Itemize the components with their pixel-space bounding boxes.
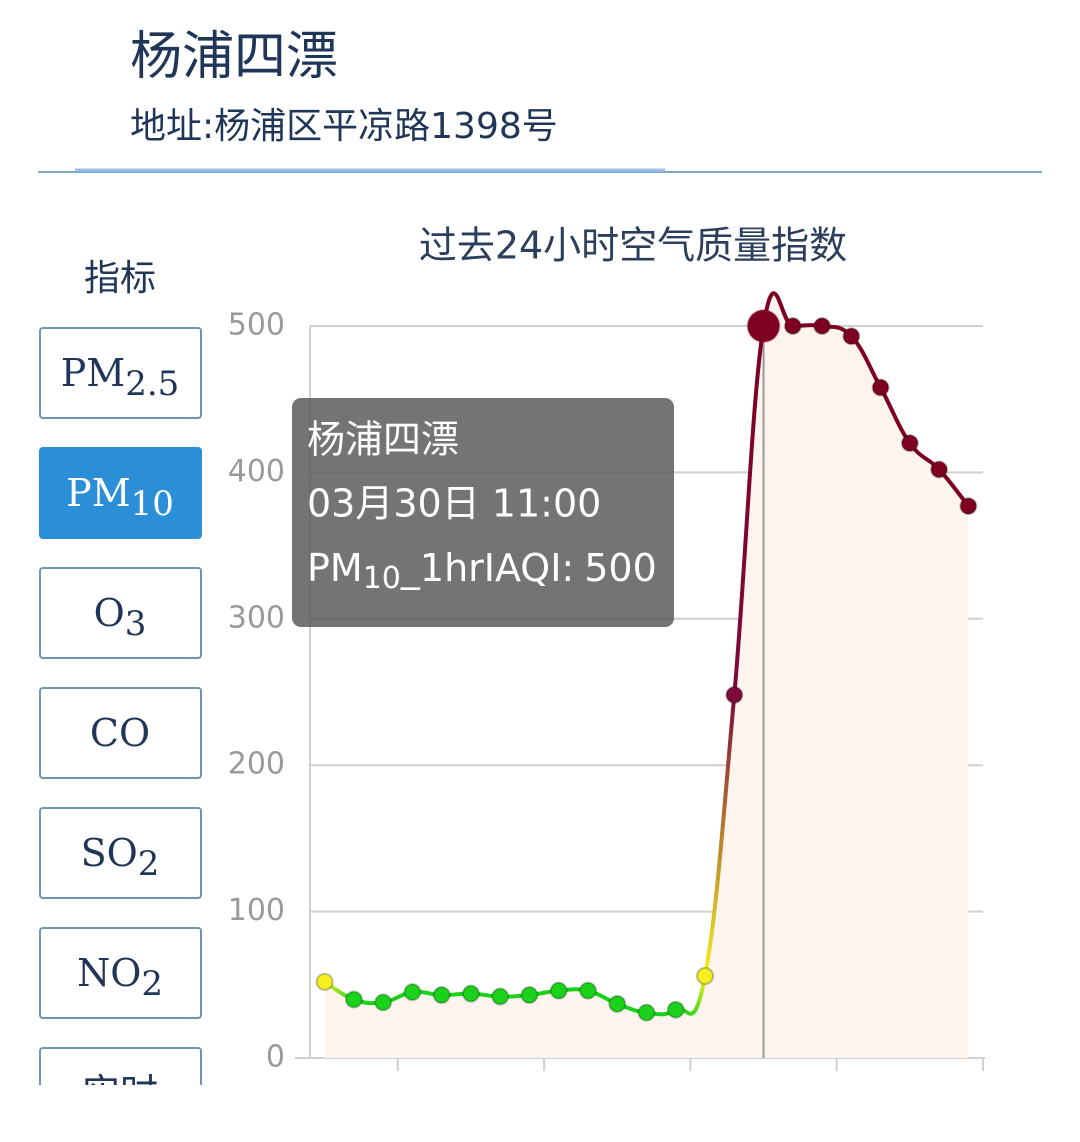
- y-tick-label: 400: [228, 454, 285, 489]
- button-subscript: 2: [141, 964, 163, 1004]
- tooltip-value-line: PM10_1hrIAQI: 500: [307, 546, 657, 596]
- data-point: [491, 987, 510, 1006]
- tooltip-subscript: 10: [363, 561, 401, 596]
- tooltip-box: [292, 398, 674, 627]
- button-text: O: [94, 591, 125, 635]
- data-point: [608, 994, 627, 1013]
- chart-title: 过去24小时空气质量指数: [419, 224, 847, 268]
- data-point: [666, 1000, 685, 1019]
- data-point: [461, 984, 480, 1003]
- button-text: SO: [81, 831, 138, 875]
- area: [324, 293, 969, 1058]
- sidebar-label: 指标: [84, 258, 156, 299]
- button-label: O3: [94, 591, 147, 645]
- button-label: PM10: [66, 471, 174, 525]
- data-point: [900, 434, 919, 453]
- button-label: 实时: [82, 1071, 158, 1115]
- button-text: 实时: [82, 1071, 158, 1115]
- tooltip-time: 03月30日 11:00: [307, 482, 601, 526]
- metric-button[interactable]: [39, 1047, 202, 1138]
- metric-button[interactable]: [39, 927, 202, 1019]
- button-subscript: 2.5: [125, 364, 179, 404]
- button-subscript: 10: [131, 484, 174, 524]
- button-label: PM2.5: [61, 351, 180, 405]
- data-point: [813, 317, 832, 335]
- button-text: PM: [66, 471, 130, 515]
- metric-button[interactable]: [39, 807, 202, 899]
- data-point: [696, 967, 715, 986]
- y-tick-label: 500: [228, 308, 285, 343]
- data-point: [725, 685, 744, 704]
- button-subscript: 3: [125, 604, 147, 644]
- y-tick-label: 0: [266, 1040, 285, 1075]
- metric-button[interactable]: [39, 567, 202, 659]
- station-address: 地址:杨浦区平凉路1398号: [130, 106, 558, 147]
- data-point: [637, 1003, 656, 1022]
- tooltip-label: PM: [307, 546, 363, 590]
- data-point: [842, 327, 861, 346]
- station-title: 杨浦四漂: [130, 27, 338, 87]
- metric-button[interactable]: [39, 687, 202, 779]
- y-tick-label: 100: [228, 893, 285, 928]
- data-point: [959, 497, 978, 516]
- button-text: CO: [90, 711, 150, 755]
- tooltip-label-rest: _1hrIAQI:: [400, 546, 574, 590]
- y-tick-label: 300: [228, 600, 285, 635]
- button-label: NO2: [77, 951, 163, 1005]
- data-point: [930, 460, 949, 479]
- metric-button[interactable]: [39, 447, 202, 539]
- data-point: [432, 986, 451, 1005]
- button-label: CO: [90, 711, 150, 755]
- data-point: [315, 972, 334, 991]
- data-point: [578, 981, 597, 1000]
- data-point: [403, 983, 422, 1002]
- data-point: [871, 378, 890, 397]
- data-point: [783, 317, 802, 335]
- chart: 0 100 200 300 400 500 杨浦四漂 03月30日 11:00 PM10_1hr…: [228, 291, 985, 1075]
- y-tick-label: 200: [228, 747, 285, 782]
- line-segment: [703, 694, 737, 977]
- button-subscript: 2: [138, 844, 160, 884]
- button-text: PM: [61, 351, 125, 395]
- data-point: [344, 990, 363, 1009]
- tooltip-value: 500: [584, 546, 657, 590]
- button-text: NO: [77, 951, 141, 995]
- button-label: SO2: [81, 831, 160, 885]
- data-point: [520, 986, 539, 1005]
- data-point: [746, 309, 781, 343]
- data-point: [374, 993, 393, 1012]
- data-point: [549, 981, 568, 1000]
- tooltip-title: 杨浦四漂: [307, 418, 459, 462]
- line-segment: [732, 325, 766, 696]
- metric-button[interactable]: [39, 327, 202, 419]
